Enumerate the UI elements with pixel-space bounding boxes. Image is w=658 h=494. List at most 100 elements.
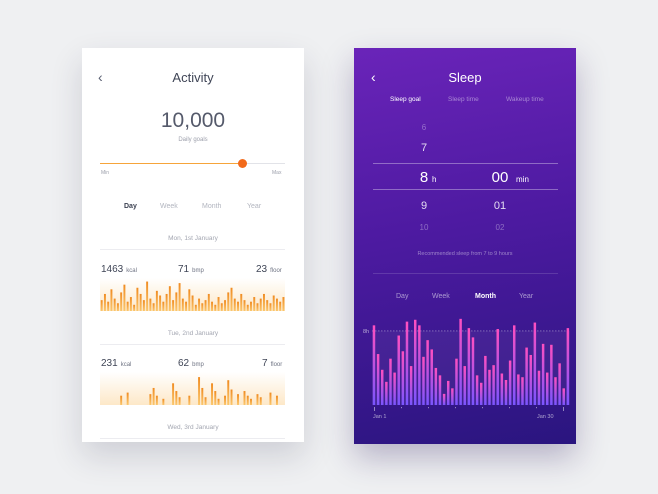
activity-bar: [175, 391, 178, 405]
activity-bar: [162, 398, 165, 405]
activity-bar: [269, 392, 272, 405]
sleep-bar: [484, 355, 487, 405]
tab-day[interactable]: Day: [124, 203, 137, 210]
activity-bar: [240, 293, 243, 311]
axis-tick: [401, 407, 402, 409]
sleep-bar: [459, 318, 462, 405]
kcal-value: 1463: [101, 264, 124, 275]
activity-bar: [275, 298, 278, 311]
bmp-stat: 62 bmp: [178, 353, 204, 371]
tab-month[interactable]: Month: [475, 293, 496, 300]
activity-bar: [230, 389, 233, 405]
tab-day[interactable]: Day: [396, 293, 409, 300]
activity-bar: [152, 387, 155, 405]
activity-bar: [162, 301, 165, 311]
sleep-bar: [393, 372, 396, 405]
floor-value: 7: [262, 358, 268, 369]
activity-bar: [123, 284, 126, 311]
sleep-bar: [372, 325, 376, 405]
x-end-label: Jan 30: [537, 414, 554, 420]
activity-bar: [120, 292, 123, 311]
activity-bar: [146, 281, 149, 311]
activity-bar: [110, 289, 113, 311]
sleep-bar: [376, 354, 380, 405]
minute-option[interactable]: 02: [495, 223, 505, 232]
activity-bar: [282, 297, 285, 311]
activity-bar: [159, 295, 162, 311]
activity-bar: [126, 301, 129, 311]
sleep-bar: [512, 325, 516, 405]
sleep-card: ‹ Sleep Sleep goal Sleep time Wakeup tim…: [354, 48, 576, 444]
tab-month[interactable]: Month: [202, 203, 222, 210]
activity-bar: [155, 290, 158, 311]
axis-tick: [374, 407, 375, 411]
sleep-bar: [389, 358, 392, 405]
sleep-bar: [409, 366, 413, 405]
tab-year[interactable]: Year: [519, 293, 534, 300]
activity-bar: [107, 301, 110, 311]
activity-bar: [152, 303, 155, 311]
activity-bar: [224, 300, 226, 311]
activity-bar: [266, 300, 269, 311]
minute-option[interactable]: 01: [493, 200, 507, 212]
floor-stat: 23 floor: [256, 259, 282, 277]
tab-year[interactable]: Year: [247, 203, 262, 210]
floor-unit: floor: [270, 362, 283, 368]
axis-tick: [563, 407, 564, 411]
tab-week[interactable]: Week: [160, 203, 178, 210]
activity-bar: [133, 304, 136, 311]
floor-unit: floor: [270, 268, 282, 274]
hour-selected[interactable]: 8: [419, 169, 429, 186]
sleep-bar: [380, 369, 384, 405]
hour-option[interactable]: 10: [419, 223, 429, 232]
activity-bar: [113, 298, 116, 311]
activity-bar: [149, 298, 152, 311]
divider: [100, 344, 285, 345]
tab-wakeup-time[interactable]: Wakeup time: [506, 96, 544, 103]
page-title: Sleep: [448, 70, 482, 85]
sleep-bar: [492, 365, 495, 405]
kcal-unit: kcal: [120, 362, 132, 368]
sleep-bar: [446, 380, 450, 405]
activity-bar: [259, 397, 262, 405]
activity-bar: [214, 304, 217, 311]
goal-slider-thumb[interactable]: [237, 159, 247, 168]
sleep-bar: [405, 321, 409, 405]
sleep-bar: [438, 375, 442, 405]
activity-bar: [237, 394, 239, 405]
activity-card: ‹ Activity 10,000 Daily goals Min Max Da…: [82, 48, 304, 442]
activity-bar: [230, 287, 233, 311]
activity-bar: [116, 303, 119, 311]
sleep-bar: [463, 366, 466, 405]
sleep-bar: [496, 329, 499, 405]
axis-tick: [482, 407, 483, 409]
activity-bar: [204, 300, 207, 311]
activity-bar: [129, 297, 132, 311]
hour-option[interactable]: 6: [421, 123, 427, 132]
bmp-unit: bmp: [192, 268, 204, 274]
floor-stat: 7 floor: [262, 353, 282, 371]
activity-bar: [224, 395, 226, 405]
kcal-stat: 1463 kcal: [101, 259, 137, 277]
tab-week[interactable]: Week: [432, 293, 450, 300]
tab-sleep-goal[interactable]: Sleep goal: [390, 96, 421, 103]
tab-sleep-time[interactable]: Sleep time: [448, 96, 479, 103]
goal-slider[interactable]: [100, 159, 285, 168]
hour-option[interactable]: 7: [420, 142, 428, 154]
activity-bar: [279, 301, 282, 311]
slider-max-label: Max: [272, 170, 282, 176]
minute-selected[interactable]: 00: [491, 169, 509, 186]
activity-bar: [259, 298, 262, 311]
activity-bar: [181, 298, 184, 311]
hour-option[interactable]: 9: [420, 200, 428, 212]
back-chevron-icon[interactable]: ‹: [98, 69, 103, 85]
sleep-bar: [385, 381, 388, 405]
activity-bar: [220, 303, 223, 311]
back-chevron-icon[interactable]: ‹: [371, 69, 376, 85]
activity-bar: [168, 286, 171, 311]
sleep-bar: [517, 374, 520, 405]
day-date-label: Mon, 1st January: [168, 235, 218, 242]
axis-tick: [509, 407, 510, 409]
activity-bar: [126, 392, 129, 405]
sleep-bar: [434, 367, 438, 405]
